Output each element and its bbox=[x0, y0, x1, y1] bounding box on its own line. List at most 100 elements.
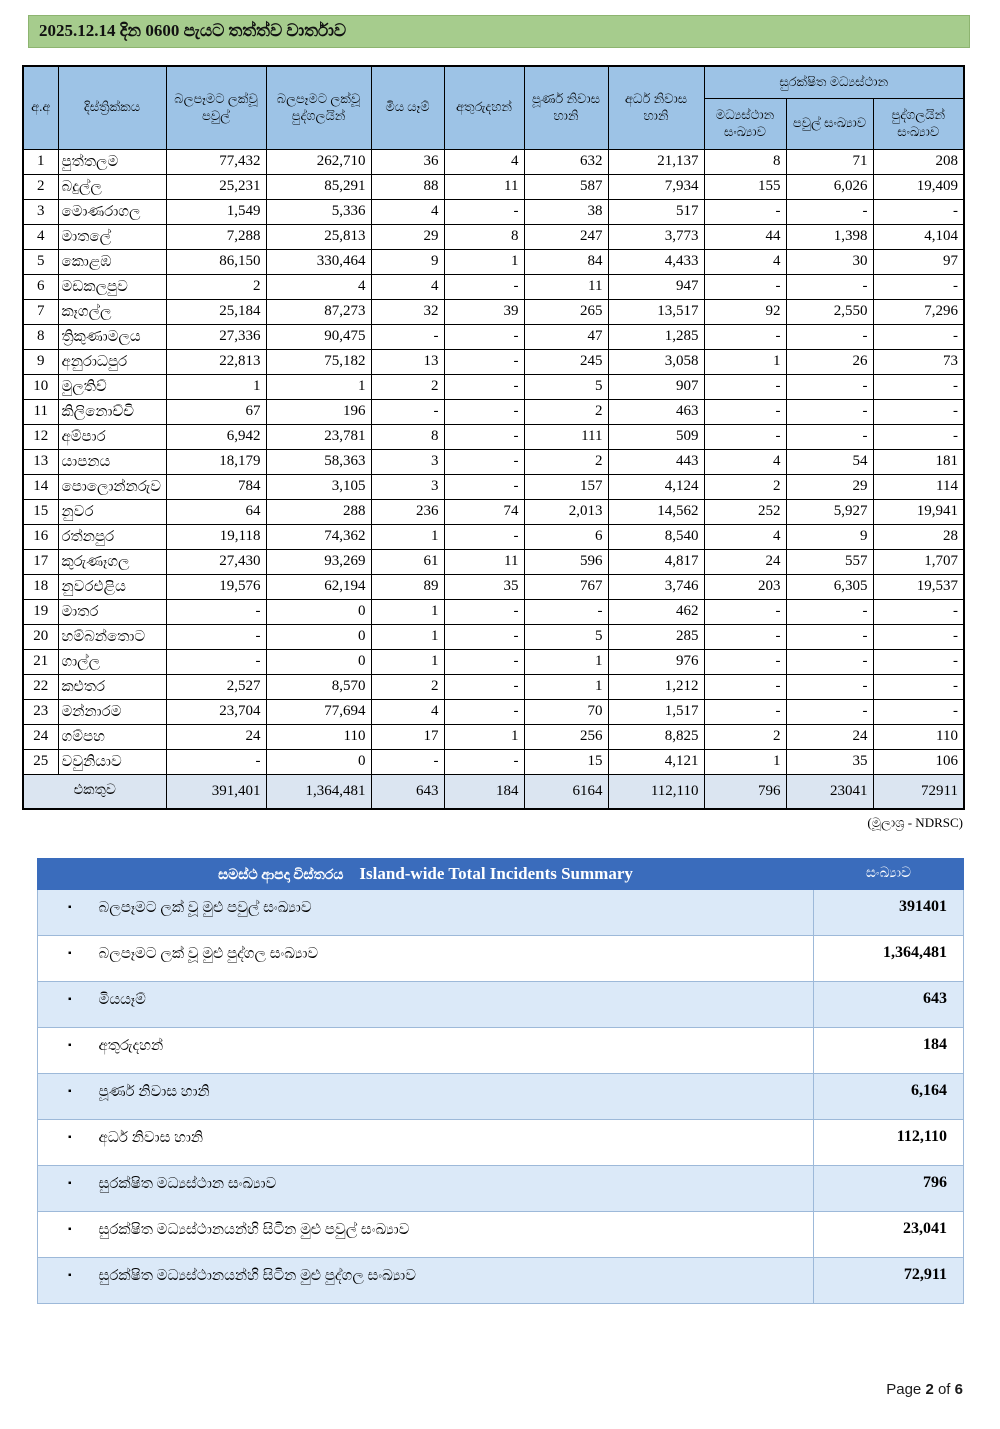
summary-row: ▪ සුරක්ෂිත මධ්‍යස්ථානයන්හි සිටින මුළු පුද… bbox=[37, 1257, 964, 1304]
cell-value: 5,336 bbox=[265, 198, 372, 225]
summary-row: ▪ අර්ධ නිවාස හානි 112,110 bbox=[37, 1119, 964, 1166]
cell-value: - bbox=[703, 398, 787, 425]
table-row: 23 මන්නාරම 23,704 77,694 4-70 1,517- - - bbox=[22, 698, 965, 725]
cell-value: - bbox=[785, 648, 874, 675]
cell-value: 2 bbox=[370, 373, 445, 400]
summary-label-text: අර්ධ නිවාස හානි bbox=[98, 1130, 204, 1146]
cell-value: 97 bbox=[872, 248, 965, 275]
total-value: 391,401 bbox=[165, 773, 267, 810]
table-row: 21 ගාල්ල -0 1-1 976- - - bbox=[22, 648, 965, 675]
bullet-square-icon: ▪ bbox=[68, 1224, 72, 1235]
summary-value: 643 bbox=[813, 981, 964, 1028]
district-name: අම්පාර bbox=[57, 423, 167, 450]
summary-value: 112,110 bbox=[813, 1119, 964, 1166]
total-label: එකතුව bbox=[22, 773, 167, 810]
cell-value: 2 bbox=[523, 398, 609, 425]
cell-value: 509 bbox=[607, 423, 705, 450]
cell-value: 236 bbox=[370, 498, 445, 525]
row-serial: 8 bbox=[22, 323, 59, 350]
cell-value: 90,475 bbox=[265, 323, 372, 350]
cell-value: 30 bbox=[785, 248, 874, 275]
cell-value: 88 bbox=[370, 173, 445, 200]
col-header-missing: අතුරුදහන් bbox=[443, 65, 525, 150]
cell-value: 4 bbox=[370, 198, 445, 225]
cell-value: 976 bbox=[607, 648, 705, 675]
cell-value: 29 bbox=[785, 473, 874, 500]
cell-value: 22,813 bbox=[165, 348, 267, 375]
cell-value: 196 bbox=[265, 398, 372, 425]
cell-value: - bbox=[703, 698, 787, 725]
cell-value: - bbox=[703, 598, 787, 625]
cell-value: - bbox=[443, 648, 525, 675]
cell-value: 6 bbox=[523, 523, 609, 550]
district-name: යාපනය bbox=[57, 448, 167, 475]
bullet-square-icon: ▪ bbox=[68, 1086, 72, 1097]
col-header-safe-centers-group: සුරක්ෂිත මධ්‍යස්ථාන bbox=[703, 65, 965, 99]
cell-value: 5 bbox=[523, 373, 609, 400]
summary-label-text: සුරක්ෂිත මධ්‍යස්ථානයන්හි සිටින මුළු පුද්… bbox=[98, 1268, 417, 1284]
cell-value: 157 bbox=[523, 473, 609, 500]
cell-value: - bbox=[443, 598, 525, 625]
cell-value: 62,194 bbox=[265, 573, 372, 600]
col-header-centers-count: මධ්‍යස්ථාන සංඛ්‍යාව bbox=[703, 97, 787, 150]
col-header-deaths: මිය යෑම් bbox=[370, 65, 445, 150]
table-row: 15 නුවර 64 288 236 74 2,013 14,562 252 5,927 19,94… bbox=[22, 498, 965, 525]
cell-value: 35 bbox=[443, 573, 525, 600]
table-row: 11 කිලිනොච්චි 67 196- -2 463- - - bbox=[22, 398, 965, 425]
cell-value: 24 bbox=[703, 548, 787, 575]
district-name: ගාල්ල bbox=[57, 648, 167, 675]
col-header-half-damage: අර්ධ නිවාස හානි bbox=[607, 65, 705, 150]
row-serial: 16 bbox=[22, 523, 59, 550]
total-pages: 6 bbox=[954, 1381, 963, 1398]
cell-value: 13 bbox=[370, 348, 445, 375]
summary-title: සමස්ථ ආපදා විස්තරය Island-wide Total Inc… bbox=[37, 858, 814, 890]
district-name: නුවර bbox=[57, 498, 167, 525]
row-serial: 14 bbox=[22, 473, 59, 500]
table-row: 22 කළුතර 2,527 8,570 2-1 1,212- - - bbox=[22, 673, 965, 700]
cell-value: - bbox=[443, 523, 525, 550]
summary-row: ▪ පූර්ණ නිවාස හානි 6,164 bbox=[37, 1073, 964, 1120]
cell-value: 89 bbox=[370, 573, 445, 600]
summary-label-text: අතුරුදහන් bbox=[98, 1038, 164, 1054]
cell-value: 25,231 bbox=[165, 173, 267, 200]
total-value: 184 bbox=[443, 773, 525, 810]
col-header-affected-families: බලපෑමට ලක්වූ පවුල් bbox=[165, 65, 267, 150]
cell-value: - bbox=[703, 273, 787, 300]
cell-value: - bbox=[165, 748, 267, 775]
cell-value: - bbox=[872, 198, 965, 225]
cell-value: 74 bbox=[443, 498, 525, 525]
cell-value: 29 bbox=[370, 223, 445, 250]
cell-value: 25,184 bbox=[165, 298, 267, 325]
cell-value: 262,710 bbox=[265, 148, 372, 175]
row-serial: 11 bbox=[22, 398, 59, 425]
district-name: පොලොන්නරුව bbox=[57, 473, 167, 500]
cell-value: 1 bbox=[370, 523, 445, 550]
table-row: 4 මාතලේ 7,288 25,813 29 8 247 3,773 44 1,398 4,104 bbox=[22, 223, 965, 250]
cell-value: 61 bbox=[370, 548, 445, 575]
cell-value: 15 bbox=[523, 748, 609, 775]
district-name: අනුරාධපුර bbox=[57, 348, 167, 375]
row-serial: 23 bbox=[22, 698, 59, 725]
summary-table-body: ▪ බලපෑමට ලක් වූ මුළු පවුල් සංඛ්‍යාව 391401… bbox=[37, 889, 964, 1304]
cell-value: - bbox=[165, 648, 267, 675]
col-header-center-persons: පුද්ගලයින් සංඛ්‍යාව bbox=[872, 97, 965, 150]
summary-value: 1,364,481 bbox=[813, 935, 964, 982]
cell-value: 87,273 bbox=[265, 298, 372, 325]
cell-value: 64 bbox=[165, 498, 267, 525]
page-word: Page bbox=[886, 1381, 922, 1398]
summary-label-text: සුරක්ෂිත මධ්‍යස්ථාන සංඛ්‍යාව bbox=[98, 1176, 277, 1192]
cell-value: - bbox=[443, 423, 525, 450]
cell-value: 4,433 bbox=[607, 248, 705, 275]
cell-value: 1 bbox=[370, 623, 445, 650]
cell-value: 18,179 bbox=[165, 448, 267, 475]
cell-value: 557 bbox=[785, 548, 874, 575]
table-row: 13 යාපනය 18,179 58,363 3-2 443 4 54 181 bbox=[22, 448, 965, 475]
total-value: 643 bbox=[370, 773, 445, 810]
cell-value: 35 bbox=[785, 748, 874, 775]
cell-value: - bbox=[872, 648, 965, 675]
cell-value: - bbox=[703, 323, 787, 350]
cell-value: 8,825 bbox=[607, 723, 705, 750]
district-name: මාතලේ bbox=[57, 223, 167, 250]
summary-label-text: බලපෑමට ලක් වූ මුළු පවුල් සංඛ්‍යාව bbox=[98, 900, 312, 916]
summary-label-text: බලපෑමට ලක් වූ මුළු පුද්ගල සංඛ්‍යාව bbox=[98, 946, 319, 962]
